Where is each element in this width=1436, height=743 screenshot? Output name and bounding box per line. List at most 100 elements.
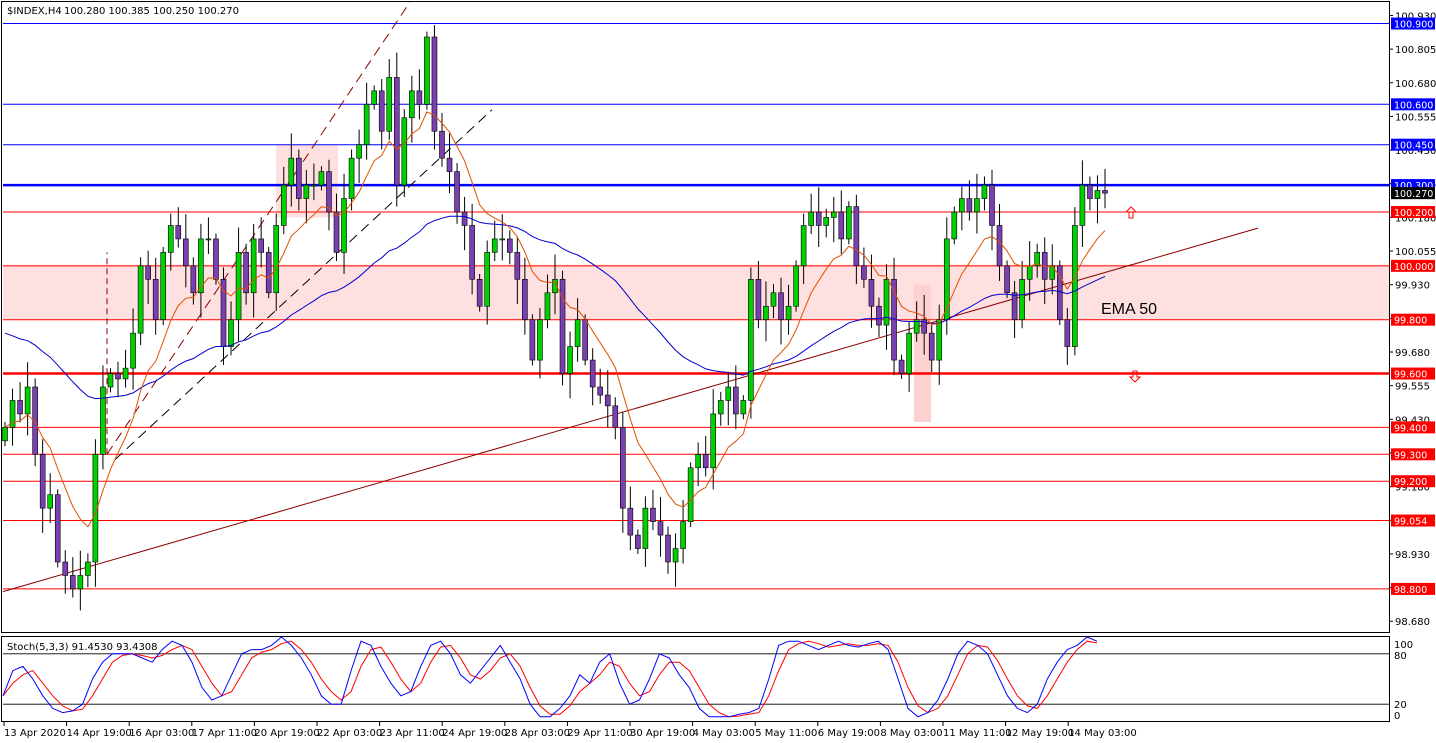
candle-body xyxy=(167,225,174,253)
candle-body xyxy=(996,225,1003,267)
stoch-main-line xyxy=(2,636,1098,718)
candle-body xyxy=(680,521,686,549)
arrow-down-icon xyxy=(1128,370,1142,383)
candle-body xyxy=(288,157,295,186)
candle-body xyxy=(748,279,754,401)
candle-body xyxy=(702,454,709,469)
candle-body xyxy=(974,198,980,213)
candle-body xyxy=(280,184,287,226)
resistance-badge-0: 100.900 xyxy=(1394,20,1433,31)
candle-body xyxy=(54,494,61,563)
support-badge-1-bg xyxy=(1391,259,1435,272)
candle-body xyxy=(529,319,536,361)
candle-body xyxy=(838,211,845,240)
time-tick-label: 14 May 03:00 xyxy=(1068,728,1137,739)
candle-body xyxy=(243,252,249,294)
time-tick-label: 23 Apr 11:00 xyxy=(380,728,445,739)
candle-body xyxy=(190,265,197,294)
candle-body xyxy=(484,252,490,307)
candle-body xyxy=(981,184,988,199)
candle-body xyxy=(1034,252,1040,267)
price-tick-label: 99.680 xyxy=(1395,348,1430,359)
candle-body xyxy=(122,367,129,380)
candle-body xyxy=(348,157,355,199)
support-badge-8: 98.800 xyxy=(1394,585,1427,596)
ema-50-line xyxy=(4,215,1106,400)
chart-ohlc: 100.280 100.385 100.250 100.270 xyxy=(64,6,239,17)
support-badge-6: 99.200 xyxy=(1394,477,1427,488)
support-badge-3: 99.600 xyxy=(1394,370,1427,381)
candle-body xyxy=(47,494,54,509)
time-tick-label: 28 Apr 03:00 xyxy=(505,728,570,739)
price-badges: 100.900 100.600 100.450 100.300 100.200 100.0… xyxy=(1391,17,1435,596)
support-badge-7: 99.054 xyxy=(1394,517,1427,528)
ema-layer xyxy=(4,111,1106,528)
zones-layer xyxy=(3,144,1389,422)
resistance-badge-2-bg xyxy=(1391,138,1435,151)
price-tick-label: 100.680 xyxy=(1395,79,1436,90)
candle-body xyxy=(582,319,588,361)
stoch-level-100: 100 xyxy=(1394,640,1413,651)
candle-body xyxy=(386,77,393,132)
candle-body xyxy=(778,292,784,320)
candle-body xyxy=(24,386,31,415)
candle-body xyxy=(989,184,995,226)
stoch-level-20: 20 xyxy=(1394,700,1407,711)
candle-body xyxy=(1049,265,1056,280)
candle-body xyxy=(424,36,430,105)
candle-body xyxy=(258,238,264,253)
time-tick-label: 4 May 03:00 xyxy=(693,728,755,739)
time-tick-label: 11 May 11:00 xyxy=(943,728,1012,739)
candle-body xyxy=(250,238,257,294)
candle-body xyxy=(868,279,875,307)
candle-body xyxy=(687,467,694,522)
candle-body xyxy=(107,373,114,388)
stoch-panel-frame xyxy=(1,636,1390,722)
support-badge-5: 99.300 xyxy=(1394,450,1427,461)
candle-body xyxy=(1004,265,1010,294)
price-tick-label: 100.430 xyxy=(1395,146,1436,157)
candle-body xyxy=(793,265,799,307)
candle-body xyxy=(439,130,445,159)
candle-body xyxy=(446,157,453,172)
candle-body xyxy=(808,211,814,226)
time-tick-label: 8 May 03:00 xyxy=(880,728,942,739)
arrow-up-icon xyxy=(1124,206,1138,219)
resistance-badge-1: 100.600 xyxy=(1394,100,1433,111)
candle-body xyxy=(725,386,732,401)
candle-body xyxy=(152,279,159,320)
candle-body xyxy=(966,198,973,213)
candle-body xyxy=(2,427,8,442)
price-tick-label: 100.055 xyxy=(1395,247,1436,258)
support-badge-1: 100.000 xyxy=(1394,262,1433,273)
time-tick-label: 12 May 19:00 xyxy=(1006,728,1075,739)
candle-body xyxy=(853,206,860,267)
candle-body xyxy=(597,386,604,396)
candle-body xyxy=(906,332,912,374)
price-tick-label: 99.180 xyxy=(1395,483,1430,494)
time-tick-label: 17 Apr 11:00 xyxy=(192,728,257,739)
candle-body xyxy=(62,561,69,576)
candle-body xyxy=(928,332,935,361)
current-price-badge: 100.270 xyxy=(1394,189,1433,200)
candle-body xyxy=(710,413,717,469)
candle-body xyxy=(695,454,701,469)
candle-body xyxy=(476,279,483,307)
candle-body xyxy=(17,400,23,415)
candle-body xyxy=(77,575,84,590)
candle-body xyxy=(1087,184,1093,199)
candle-body xyxy=(665,534,671,563)
price-tick-label: 98.680 xyxy=(1395,617,1430,628)
candle-body xyxy=(205,238,212,241)
current-price-badge-bg xyxy=(1391,187,1435,200)
candle-body xyxy=(657,521,664,536)
candle-body xyxy=(876,305,882,326)
candle-body xyxy=(785,305,792,320)
candle-body xyxy=(32,386,38,455)
candle-body xyxy=(740,400,747,415)
candle-body xyxy=(401,117,408,186)
candle-body xyxy=(265,252,272,294)
candle-body xyxy=(491,238,498,253)
